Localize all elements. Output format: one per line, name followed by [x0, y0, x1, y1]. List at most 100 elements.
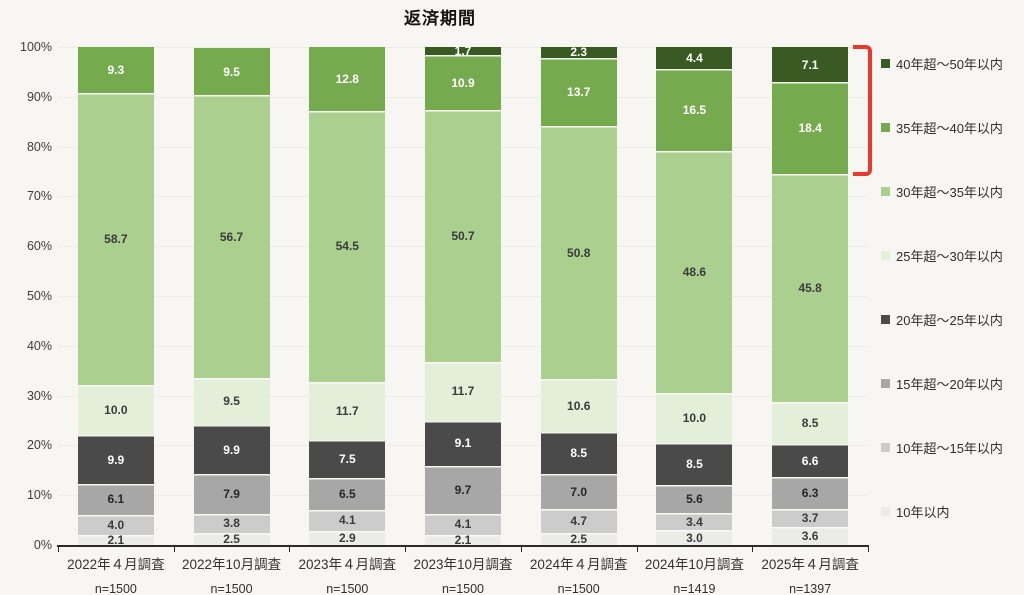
bar-value-label: 4.1 [338, 513, 356, 528]
bar-segment: 6.6 [772, 444, 849, 478]
legend-color-swatch [881, 187, 890, 196]
bar-value-label: 5.6 [686, 492, 703, 507]
bar-segment: 4.4 [656, 47, 733, 69]
bar-value-label: 3.7 [801, 510, 819, 525]
bar-value-label: 11.7 [451, 384, 475, 399]
bar-column: 2.1 4.0 6.1 9.9 10.0 58.7 9.3 [77, 46, 154, 546]
x-category: 2024年４月調査 n=1500 [521, 545, 637, 595]
bar-segment: 11.7 [425, 362, 501, 421]
bar-value-label: 4.0 [107, 517, 125, 532]
bar-value-label: 10.0 [682, 411, 707, 426]
bar-segment: 13.7 [540, 57, 617, 127]
bar-segment: 4.1 [309, 510, 386, 531]
bar-value-label: 10.6 [567, 398, 591, 413]
bar-value-label: 9.7 [454, 482, 472, 497]
legend-color-swatch [881, 379, 890, 388]
bar-value-label: 48.6 [682, 265, 707, 280]
x-category-label: 2024年４月調査 [529, 557, 628, 572]
bar-column: 2.1 4.1 9.7 9.1 11.7 50.7 10.9 1.7 [425, 45, 501, 546]
sample-size-label: n=1397 [789, 582, 832, 595]
bar-segment: 9.5 [193, 377, 270, 425]
bar-value-label: 3.0 [686, 530, 703, 545]
bar-segment: 54.5 [309, 110, 386, 383]
sample-size-label: n=1500 [441, 582, 485, 595]
bar-column: 2.9 4.1 6.5 7.5 11.7 54.5 12.8 [309, 47, 386, 545]
bar-value-label: 4.7 [570, 513, 588, 528]
y-axis-label: 100% [20, 40, 52, 54]
bar-value-label: 16.5 [682, 103, 707, 118]
x-category: 2025年４月調査 n=1397 [752, 545, 868, 595]
sample-size-label: n=1500 [557, 582, 600, 595]
bar-segment: 18.4 [772, 82, 849, 174]
x-category: 2023年10月調査 n=1500 [405, 545, 521, 595]
bar-segment: 9.9 [193, 425, 270, 475]
bar-value-label: 9.5 [223, 394, 240, 409]
bar-segment: 9.7 [425, 465, 501, 515]
chart-title: 返済期間 [404, 9, 476, 28]
bar-value-label: 6.1 [107, 492, 125, 507]
x-axis-line [57, 545, 869, 547]
bar-segment: 2.3 [540, 45, 617, 60]
bar-segment: 9.1 [425, 420, 501, 466]
legend-item: 10年以内 [881, 502, 949, 521]
bar-column: 3.6 3.7 6.3 6.6 8.5 45.8 18.4 7.1 [772, 47, 849, 545]
bar-segment: 50.7 [425, 109, 501, 363]
bar-value-label: 6.6 [801, 453, 819, 468]
bar-segment: 50.8 [540, 126, 617, 380]
bar-segment: 56.7 [193, 95, 270, 378]
x-category-label: 2022年10月調査 [182, 557, 282, 572]
x-axis-tick [520, 545, 522, 552]
bar-value-label: 7.9 [223, 486, 240, 501]
bar-value-label: 45.8 [798, 281, 822, 296]
bar-segment: 58.7 [77, 92, 154, 386]
bar-segment: 2.1 [425, 534, 501, 546]
y-axis-label: 40% [26, 338, 52, 353]
bar-value-label: 7.1 [801, 57, 819, 72]
bar-value-label: 2.9 [338, 530, 356, 545]
x-axis-tick [58, 545, 59, 552]
bar-segment: 16.5 [656, 68, 733, 152]
bar-segment: 4.7 [540, 509, 617, 533]
bar-segment: 7.0 [540, 474, 617, 510]
bar-value-label: 18.4 [798, 121, 822, 136]
x-category-label: 2023年４月調査 [298, 557, 397, 572]
bar-segment: 10.0 [656, 393, 733, 443]
legend-label: 35年超～40年以内 [896, 121, 1003, 136]
bar-value-label: 54.5 [335, 239, 359, 254]
legend-label: 40年超～50年以内 [896, 57, 1003, 72]
legend-item: 10年超～15年以内 [881, 438, 1003, 457]
bar-segment: 8.5 [772, 402, 849, 445]
bar-value-label: 2.3 [570, 45, 588, 60]
bar-value-label: 11.7 [335, 404, 359, 419]
x-axis-tick [405, 545, 407, 552]
x-category-label: 2024年10月調査 [644, 557, 744, 572]
bar-value-label: 8.5 [686, 457, 703, 472]
bar-value-label: 7.5 [338, 452, 356, 467]
bar-value-label: 6.5 [338, 486, 356, 501]
bar-segment: 7.5 [309, 440, 386, 478]
x-axis-tick [752, 545, 754, 552]
legend-item: 20年超～25年以内 [881, 310, 1003, 329]
sample-size-label: n=1500 [210, 582, 253, 595]
bar-value-label: 13.7 [567, 85, 591, 100]
y-axis-label: 90% [26, 89, 52, 104]
bar-segment: 3.7 [772, 508, 849, 528]
bar-value-label: 9.3 [107, 62, 125, 77]
bar-segment: 2.5 [193, 532, 270, 545]
y-axis-label: 50% [26, 289, 52, 303]
legend-color-swatch [881, 315, 890, 324]
bar-value-label: 2.5 [570, 531, 588, 546]
bar-value-label: 56.7 [219, 229, 244, 244]
bar-segment: 3.8 [193, 513, 270, 533]
bar-segment: 3.0 [656, 530, 733, 545]
bar-value-label: 3.6 [801, 529, 819, 544]
bar-segment: 2.9 [309, 530, 386, 545]
legend-item: 15年超～20年以内 [881, 374, 1003, 393]
legend-label: 30年超～35年以内 [896, 185, 1003, 200]
bar-column: 3.0 3.4 5.6 8.5 10.0 48.6 16.5 4.4 [656, 47, 733, 545]
legend-item: 30年超～35年以内 [881, 182, 1003, 201]
bar-segment: 8.5 [656, 442, 733, 486]
x-category-label: 2023年10月調査 [413, 557, 513, 572]
bar-value-label: 9.9 [223, 442, 240, 457]
